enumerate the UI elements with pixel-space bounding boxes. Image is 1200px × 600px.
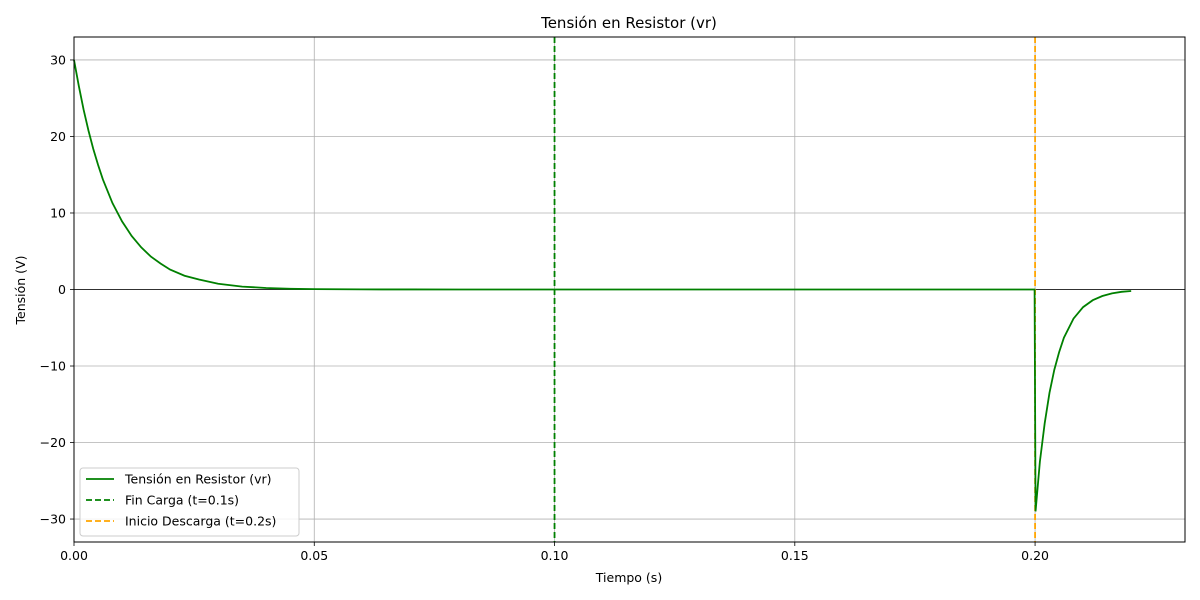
y-axis-label: Tensión (V) <box>13 256 28 326</box>
x-tick-label: 0.00 <box>60 548 88 563</box>
x-tick-label: 0.20 <box>1021 548 1049 563</box>
y-tick-label: 0 <box>58 282 66 297</box>
y-axis-ticks: 30 20 10 0 −10 −20 −30 <box>40 52 74 527</box>
y-tick-label: 10 <box>50 205 66 220</box>
x-tick-label: 0.15 <box>781 548 809 563</box>
x-axis-ticks: 0.00 0.05 0.10 0.15 0.20 <box>60 542 1049 563</box>
x-tick-label: 0.10 <box>541 548 569 563</box>
y-tick-label: 20 <box>50 129 66 144</box>
series-line-vr <box>73 59 1132 512</box>
y-tick-label: −10 <box>40 359 66 374</box>
legend-label-2: Inicio Descarga (t=0.2s) <box>125 514 276 529</box>
x-tick-label: 0.05 <box>300 548 328 563</box>
legend: Tensión en Resistor (vr) Fin Carga (t=0.1… <box>79 467 300 537</box>
chart-title: Tensión en Resistor (vr) <box>540 14 717 32</box>
legend-box <box>79 467 300 537</box>
legend-label-1: Fin Carga (t=0.1s) <box>125 493 239 508</box>
y-tick-label: −30 <box>40 512 66 527</box>
legend-label-0: Tensión en Resistor (vr) <box>124 472 272 487</box>
y-tick-label: 30 <box>50 52 66 67</box>
y-tick-label: −20 <box>40 435 66 450</box>
x-axis-label: Tiempo (s) <box>595 570 662 585</box>
